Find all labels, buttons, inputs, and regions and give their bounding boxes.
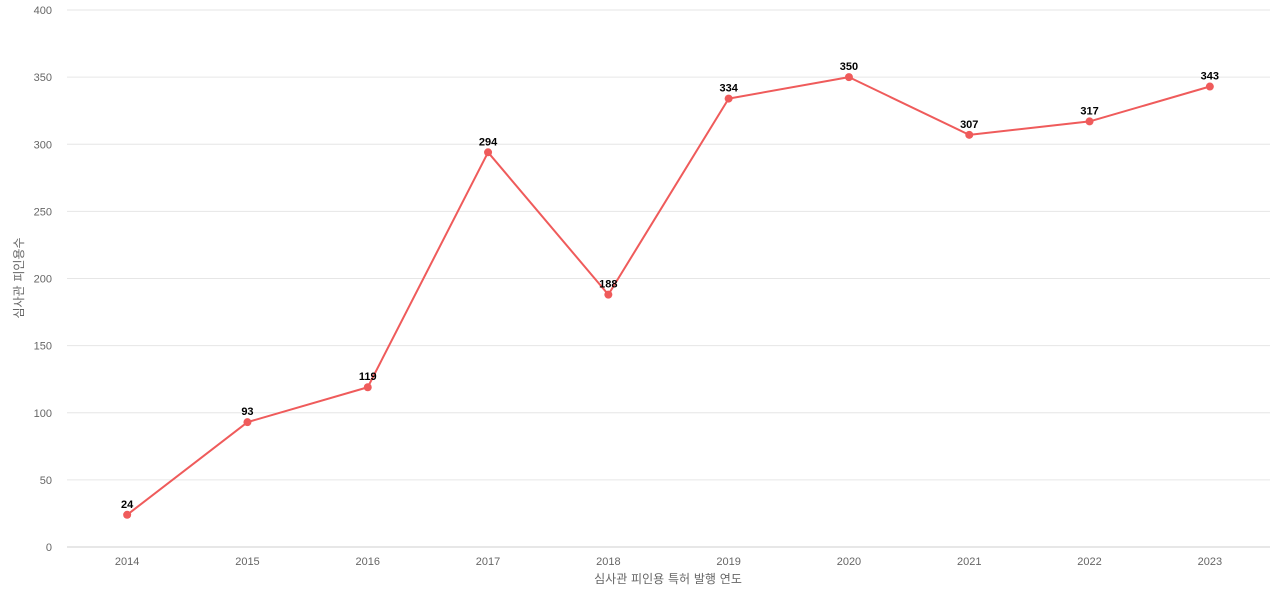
y-tick-label-350: 350 (34, 72, 52, 84)
data-point-2020 (844, 73, 853, 82)
x-tick-label-2016: 2016 (356, 556, 380, 568)
data-point-2016 (363, 383, 372, 392)
x-tick-label-2022: 2022 (1077, 556, 1101, 568)
series-group (126, 76, 1211, 516)
data-label-2015: 93 (241, 406, 253, 418)
x-axis-title: 심사관 피인용 특허 발행 연도 (594, 571, 742, 586)
data-label-2022: 317 (1080, 105, 1098, 117)
data-label-2017: 294 (479, 136, 498, 148)
data-point-2018 (604, 290, 613, 299)
y-tick-label-300: 300 (34, 139, 52, 151)
x-tick-label-2019: 2019 (716, 556, 740, 568)
data-label-2023: 343 (1201, 71, 1219, 83)
x-tick-label-2020: 2020 (837, 556, 861, 568)
data-point-2015 (243, 418, 252, 427)
data-point-2022 (1085, 117, 1094, 126)
data-label-2016: 119 (359, 371, 377, 383)
data-label-2019: 334 (719, 83, 738, 95)
data-label-2020: 350 (840, 61, 858, 73)
y-tick-label-100: 100 (34, 408, 52, 420)
data-point-2017 (484, 148, 493, 157)
x-tick-label-2014: 2014 (115, 556, 139, 568)
x-axis-ticks: 2014 2015 2016 2017 2018 2019 2020 2021 2022 2023 (115, 556, 1222, 568)
x-tick-label-2018: 2018 (596, 556, 620, 568)
data-label-2018: 188 (599, 279, 617, 291)
data-point-2023 (1205, 82, 1214, 91)
x-tick-label-2015: 2015 (235, 556, 259, 568)
y-tick-label-250: 250 (34, 206, 52, 218)
data-label-2021: 307 (960, 119, 978, 131)
data-point-2019 (724, 94, 733, 103)
x-tick-label-2017: 2017 (476, 556, 500, 568)
data-point-2021 (965, 130, 974, 139)
x-tick-label-2021: 2021 (957, 556, 981, 568)
y-tick-label-0: 0 (46, 542, 52, 554)
x-tick-label-2023: 2023 (1198, 556, 1222, 568)
y-tick-label-150: 150 (34, 341, 52, 353)
y-axis-ticks: 0 50 100 150 200 250 300 350 400 (34, 5, 52, 554)
data-point-2014 (123, 510, 132, 519)
data-label-2014: 24 (121, 499, 134, 511)
data-points (123, 73, 1214, 519)
y-axis-title: 심사관 피인용수 (12, 237, 26, 318)
y-tick-label-200: 200 (34, 274, 52, 286)
series-line-0 (126, 76, 1211, 516)
grid (67, 9, 1270, 548)
y-tick-label-400: 400 (34, 5, 52, 17)
y-tick-label-50: 50 (40, 475, 52, 487)
data-labels: 24 93 119 294 188 334 350 307 317 343 (121, 61, 1219, 511)
